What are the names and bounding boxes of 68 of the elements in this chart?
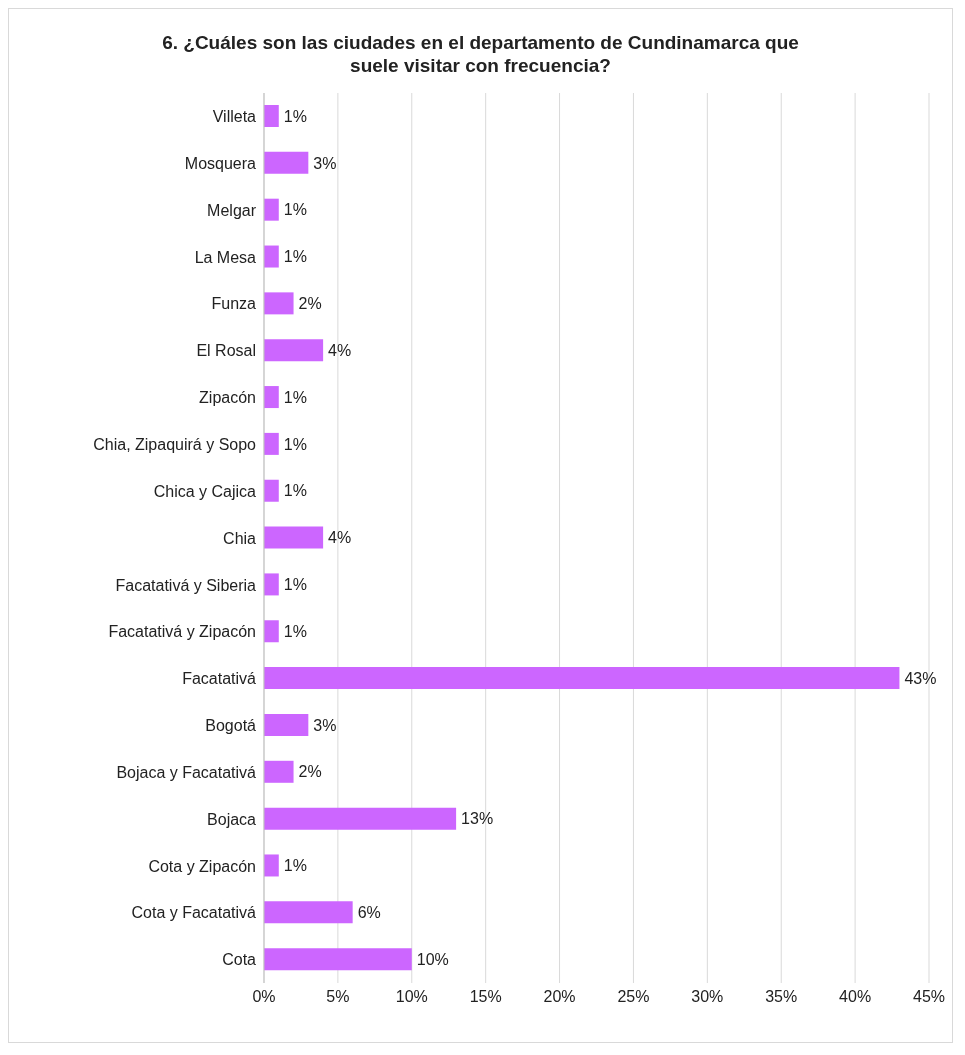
x-tick-label: 40% <box>839 988 872 1006</box>
bar <box>264 245 279 268</box>
data-label: 10% <box>416 950 449 968</box>
data-label: 2% <box>298 295 322 313</box>
x-tick-label: 25% <box>617 988 650 1006</box>
bar <box>264 432 279 455</box>
data-label: 4% <box>328 529 352 547</box>
bar <box>264 667 900 690</box>
y-tick-label: Cota <box>222 951 257 969</box>
bar <box>264 620 279 643</box>
data-label: 1% <box>283 201 307 219</box>
x-tick-label: 10% <box>395 988 428 1006</box>
bar <box>264 573 279 596</box>
y-tick-label: Bojaca y Facatativá <box>116 763 257 781</box>
data-label: 43% <box>904 669 937 687</box>
x-tick-label: 0% <box>252 988 276 1006</box>
x-tick-label: 45% <box>912 988 946 1006</box>
y-tick-label: Mosquera <box>184 154 257 172</box>
data-label: 1% <box>283 622 307 640</box>
data-label: 3% <box>313 716 337 734</box>
y-tick-label: Cota y Zipacón <box>148 857 256 875</box>
y-tick-label: Chica y Cajica <box>153 482 257 500</box>
y-tick-label: La Mesa <box>194 248 257 266</box>
bar <box>264 151 309 174</box>
data-label: 13% <box>461 810 494 828</box>
x-tick-label: 5% <box>326 988 350 1006</box>
data-label: 1% <box>283 482 307 500</box>
y-tick-label: Cota y Facatativá <box>131 904 257 922</box>
y-tick-label: Facatativá y Zipacón <box>108 623 256 641</box>
bar <box>264 760 294 783</box>
data-label: 1% <box>283 576 307 594</box>
data-label: 1% <box>283 435 307 453</box>
bar <box>264 713 309 736</box>
data-label: 3% <box>313 154 337 172</box>
y-tick-label: Bogotá <box>205 717 257 735</box>
y-tick-label: Melgar <box>207 201 257 219</box>
bar <box>264 479 279 502</box>
bar <box>264 386 279 409</box>
y-tick-label: Facatativá y Siberia <box>115 576 257 594</box>
bar <box>264 807 457 830</box>
y-tick-label: Zipacón <box>199 389 256 407</box>
bar <box>264 948 412 971</box>
bar <box>264 105 279 127</box>
y-tick-label: Chia, Zipaquirá y Sopo <box>93 436 257 453</box>
bar <box>264 292 294 315</box>
y-tick-label: Bojaca <box>207 810 257 828</box>
data-label: 2% <box>298 763 322 781</box>
bar <box>264 339 324 362</box>
bar <box>264 526 324 549</box>
y-tick-label: Funza <box>211 295 257 313</box>
y-tick-label: Villeta <box>212 108 257 126</box>
data-label: 1% <box>283 248 307 266</box>
y-tick-label: Chia <box>223 529 257 547</box>
chart-title: 6. ¿Cuáles son las ciudades en el departamento de Cundinamarca que suele visitar con frecuencia? <box>161 31 800 77</box>
x-tick-label: 15% <box>469 988 502 1006</box>
y-tick-label: Facatativá <box>182 670 257 688</box>
data-label: 4% <box>328 341 352 359</box>
data-label: 1% <box>283 107 307 125</box>
bar <box>264 854 279 877</box>
y-tick-label: El Rosal <box>196 342 256 360</box>
x-tick-label: 20% <box>543 988 576 1006</box>
bar <box>264 198 279 221</box>
data-label: 1% <box>283 388 307 406</box>
bar <box>264 901 353 924</box>
data-label: 1% <box>283 857 307 875</box>
x-tick-label: 35% <box>765 988 798 1006</box>
x-tick-label: 30% <box>691 988 724 1006</box>
data-label: 6% <box>357 904 381 921</box>
